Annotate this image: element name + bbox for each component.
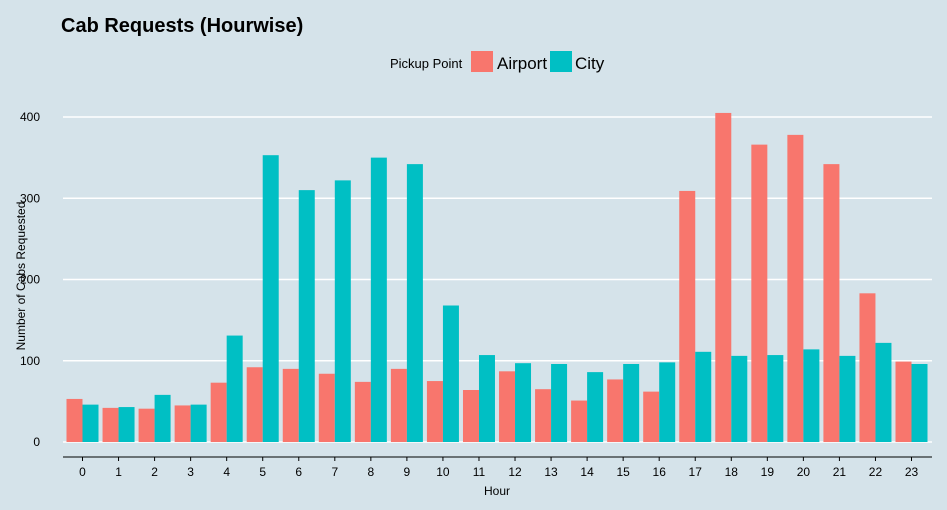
- chart-title: Cab Requests (Hourwise): [61, 15, 303, 37]
- bar-airport-hour-16: [643, 391, 660, 442]
- x-tick-label: 12: [508, 465, 522, 479]
- y-axis-title: Number of Cabs Requested: [14, 202, 28, 351]
- x-axis-title: Hour: [484, 484, 510, 498]
- x-tick-label: 14: [580, 465, 594, 479]
- bar-airport-hour-14: [571, 400, 588, 442]
- x-tick-label: 23: [905, 465, 919, 479]
- x-tick-label: 18: [725, 465, 739, 479]
- bar-airport-hour-18: [715, 112, 732, 442]
- bar-airport-hour-10: [426, 381, 443, 442]
- x-tick-label: 3: [187, 465, 194, 479]
- x-tick-label: 2: [151, 465, 158, 479]
- bar-city-hour-2: [154, 394, 171, 442]
- bar-airport-hour-3: [174, 405, 191, 442]
- bar-airport-hour-17: [679, 190, 696, 442]
- bar-airport-hour-6: [282, 368, 299, 442]
- x-tick-label: 8: [368, 465, 375, 479]
- bar-city-hour-20: [803, 349, 820, 442]
- x-tick-label: 16: [653, 465, 667, 479]
- y-tick-label: 400: [20, 110, 40, 124]
- legend-label-city: City: [575, 54, 605, 73]
- bar-city-hour-23: [911, 364, 928, 442]
- x-tick-label: 0: [79, 465, 86, 479]
- bar-airport-hour-13: [535, 389, 552, 442]
- bar-city-hour-14: [587, 372, 604, 442]
- bar-city-hour-10: [442, 305, 459, 442]
- bar-city-hour-0: [82, 404, 99, 442]
- bar-city-hour-7: [334, 180, 351, 442]
- x-axis: 0 1 2 3 4 5 6 7 8 9 10 11 12 13 14 15 16 17 18 19 20 21 22 23: [63, 456, 932, 479]
- bar-city-hour-9: [406, 164, 423, 442]
- legend-swatch-airport: [471, 51, 493, 72]
- bar-airport-hour-9: [390, 368, 407, 442]
- bar-city-hour-16: [659, 362, 676, 442]
- bar-airport-hour-22: [859, 293, 876, 442]
- y-tick-label: 300: [20, 191, 40, 205]
- bar-city-hour-6: [298, 190, 315, 442]
- legend: Pickup Point Airport City: [390, 51, 605, 73]
- x-tick-label: 9: [404, 465, 411, 479]
- x-tick-label: 5: [259, 465, 266, 479]
- bar-airport-hour-5: [246, 367, 263, 442]
- bars: [66, 112, 928, 442]
- bar-city-hour-1: [118, 407, 135, 442]
- grid-lines: [63, 116, 932, 443]
- bar-airport-hour-15: [607, 379, 624, 442]
- bar-city-hour-13: [551, 364, 568, 442]
- x-tick-label: 10: [436, 465, 450, 479]
- bar-city-hour-19: [767, 355, 784, 442]
- bar-airport-hour-7: [318, 373, 335, 442]
- y-tick-label: 0: [33, 435, 40, 449]
- x-tick-label: 13: [544, 465, 558, 479]
- bar-city-hour-11: [478, 355, 495, 442]
- x-tick-label: 22: [869, 465, 883, 479]
- x-tick-label: 11: [473, 465, 486, 479]
- bar-city-hour-22: [875, 342, 892, 442]
- legend-label-airport: Airport: [497, 54, 547, 73]
- bar-airport-hour-1: [102, 407, 119, 442]
- y-tick-label: 200: [20, 273, 40, 287]
- x-tick-label: 17: [689, 465, 703, 479]
- bar-airport-hour-0: [66, 398, 83, 442]
- bar-airport-hour-11: [462, 390, 479, 442]
- x-tick-label: 15: [616, 465, 630, 479]
- x-tick-label: 7: [331, 465, 338, 479]
- bar-airport-hour-8: [354, 381, 371, 442]
- x-tick-label: 20: [797, 465, 811, 479]
- x-tick-label: 6: [295, 465, 302, 479]
- bar-airport-hour-23: [895, 361, 912, 442]
- bar-city-hour-5: [262, 155, 279, 442]
- bar-airport-hour-21: [823, 164, 840, 442]
- legend-title: Pickup Point: [390, 56, 463, 71]
- bar-city-hour-3: [190, 404, 207, 442]
- bar-airport-hour-20: [787, 134, 804, 442]
- bar-airport-hour-19: [751, 144, 768, 442]
- bar-city-hour-15: [623, 364, 640, 442]
- bar-airport-hour-4: [210, 382, 227, 442]
- bar-city-hour-21: [839, 355, 856, 442]
- legend-swatch-city: [550, 51, 572, 72]
- bar-city-hour-17: [695, 351, 712, 442]
- x-tick-label: 21: [833, 465, 847, 479]
- y-tick-label: 100: [20, 354, 40, 368]
- bar-airport-hour-2: [138, 408, 155, 442]
- bar-city-hour-12: [515, 363, 532, 442]
- x-tick-label: 1: [115, 465, 122, 479]
- bar-city-hour-4: [226, 335, 243, 442]
- bar-city-hour-8: [370, 157, 387, 442]
- x-tick-label: 4: [223, 465, 230, 479]
- y-axis-ticks: 0 100 200 300 400: [20, 110, 40, 449]
- bar-city-hour-18: [731, 355, 748, 442]
- x-tick-label: 19: [761, 465, 775, 479]
- bar-airport-hour-12: [499, 371, 516, 442]
